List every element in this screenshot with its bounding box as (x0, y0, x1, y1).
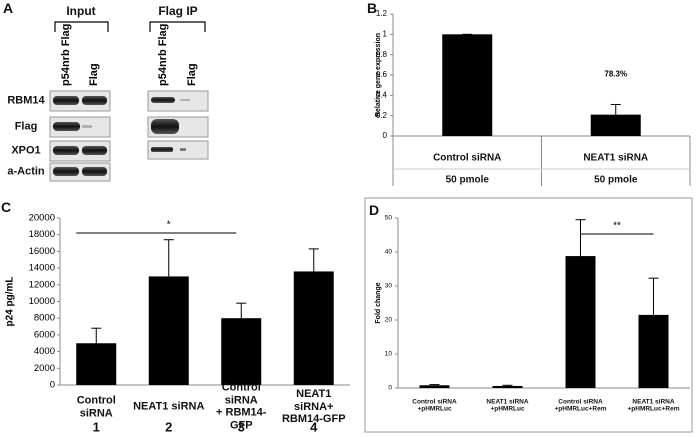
y-tick-label: 20 (385, 317, 393, 324)
x-tick-label: Control siRNA (76, 394, 116, 419)
y-axis-label: Relative gene expression (375, 33, 382, 117)
bar (442, 34, 493, 137)
value-label: 78.3% (604, 70, 627, 79)
y-tick-label: 0.8 (376, 50, 388, 59)
bar (293, 271, 334, 385)
y-tick-label: 50 (385, 215, 393, 222)
row-label: a-Actin (7, 165, 45, 178)
y-tick-label: 18000 (29, 229, 55, 240)
bar (221, 318, 262, 385)
row-label: Flag (14, 120, 38, 133)
y-tick-label: 0 (383, 131, 388, 140)
panel-letter: B (366, 0, 378, 16)
blot-bands (53, 96, 190, 176)
row-label: XPO1 (11, 144, 41, 157)
x-tick-label: NEAT1 siRNA +pHMRLuc+Rem (627, 398, 680, 413)
group-label: Input (66, 4, 96, 19)
y-tick-label: 6000 (34, 329, 55, 340)
group-label: Flag IP (158, 4, 198, 19)
y-tick-label: 0.2 (376, 111, 388, 120)
panel-letter: D (368, 201, 380, 218)
y-tick-label: 0.6 (376, 70, 388, 79)
bar (148, 276, 189, 385)
x-sub-label: 50 pmole (594, 174, 638, 186)
y-tick-label: 12000 (29, 279, 55, 290)
lane-label: p54nrb Flag (60, 24, 72, 86)
blot-strips (49, 90, 209, 182)
y-tick-label: 1 (383, 29, 388, 38)
panel-frame (364, 197, 693, 433)
y-tick-label: 0 (50, 380, 55, 391)
x-sub-label: 2 (165, 419, 173, 435)
y-tick-label: 4000 (34, 346, 55, 357)
y-tick-label: 0 (388, 385, 392, 392)
bar (565, 256, 596, 388)
x-tick-label: Control siRNA + RBM14-GFP (216, 381, 267, 432)
significance-label: * (167, 220, 171, 231)
y-axis-label: Fold change (375, 282, 382, 323)
bar (76, 343, 117, 385)
y-tick-label: 40 (385, 249, 393, 256)
blot-brackets (54, 21, 206, 32)
x-sub-label: 3 (237, 419, 245, 435)
row-label: RBM14 (7, 94, 45, 107)
x-sub-label: 1 (92, 419, 100, 435)
y-tick-label: 10000 (29, 296, 55, 307)
bar (419, 385, 450, 388)
y-tick-label: 1.2 (376, 9, 388, 18)
bar (492, 385, 523, 388)
x-tick-label: NEAT1 siRNA +pHMRLuc (486, 398, 529, 413)
y-tick-label: 20000 (29, 213, 55, 224)
bar (638, 314, 669, 388)
panel-letter: C (0, 198, 12, 215)
y-tick-label: 16000 (29, 246, 55, 257)
x-tick-label: NEAT1 siRNA (133, 400, 205, 413)
panel-letter: A (2, 0, 14, 16)
y-axis-label: p24 pg/mL (5, 276, 16, 326)
x-tick-label: Control siRNA +pHMRLuc (412, 398, 457, 413)
x-sub-label: 4 (310, 419, 318, 435)
y-tick-label: 2000 (34, 363, 55, 374)
x-tick-label: Control siRNA +pHMRLuc+Rem (554, 398, 607, 413)
significance-label: ** (613, 221, 621, 232)
x-tick-label: Control siRNA (433, 152, 502, 164)
lane-label: p54nrb Flag (157, 24, 169, 86)
lane-label: Flag (186, 63, 198, 86)
y-tick-label: 10 (385, 351, 393, 358)
x-sub-label: 50 pmole (445, 174, 489, 186)
y-tick-label: 30 (385, 283, 393, 290)
y-tick-label: 8000 (34, 313, 55, 324)
bar (590, 114, 641, 136)
lane-label: Flag (88, 63, 100, 86)
y-tick-label: 0.4 (376, 90, 388, 99)
x-tick-label: NEAT1 siRNA+ RBM14-GFP (281, 388, 346, 426)
x-tick-label: NEAT1 siRNA (583, 152, 649, 164)
y-tick-label: 14000 (29, 263, 55, 274)
